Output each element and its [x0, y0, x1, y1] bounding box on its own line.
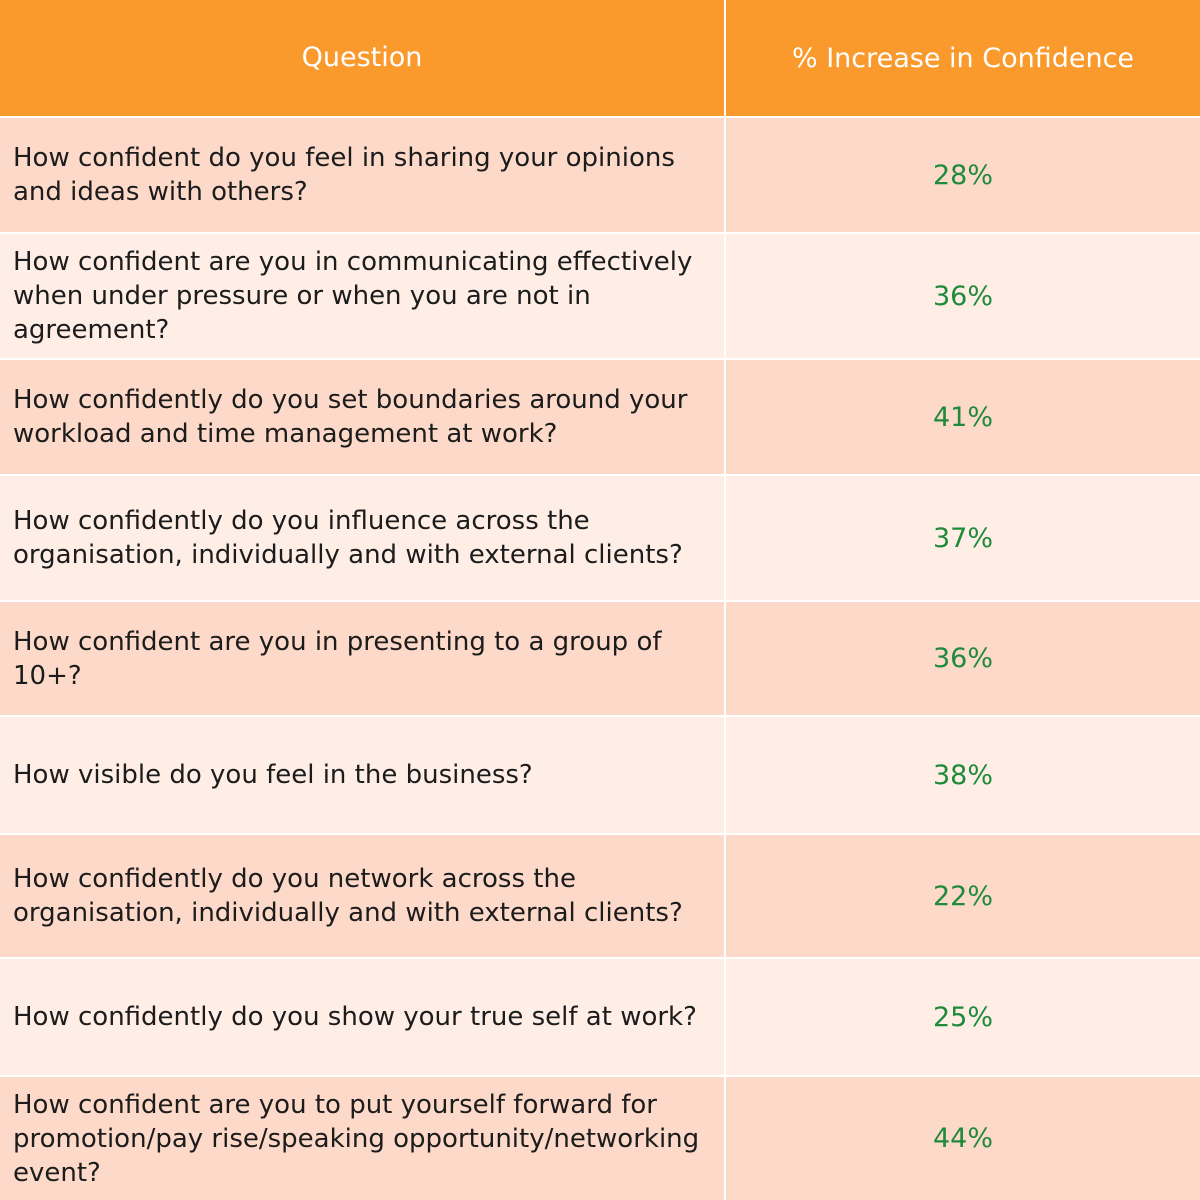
- question-cell: How confident are you to put yourself fo…: [0, 1077, 724, 1200]
- question-cell: How confidently do you show your true se…: [0, 959, 724, 1075]
- increase-cell: 37%: [724, 476, 1200, 600]
- question-cell: How confidently do you network across th…: [0, 835, 724, 957]
- increase-cell: 36%: [724, 234, 1200, 358]
- increase-cell: 38%: [724, 717, 1200, 833]
- table-row: How confidently do you influence across …: [0, 476, 1200, 600]
- question-cell: How confidently do you influence across …: [0, 476, 724, 600]
- header-question: Question: [0, 0, 724, 116]
- question-cell: How confident are you in communicating e…: [0, 234, 724, 358]
- table-row: How confidently do you set boundaries ar…: [0, 360, 1200, 474]
- question-cell: How confidently do you set boundaries ar…: [0, 360, 724, 474]
- table-row: How visible do you feel in the business?…: [0, 717, 1200, 833]
- table-row: How confident are you to put yourself fo…: [0, 1077, 1200, 1200]
- table-row: How confident do you feel in sharing you…: [0, 118, 1200, 232]
- table-row: How confidently do you show your true se…: [0, 959, 1200, 1075]
- increase-cell: 28%: [724, 118, 1200, 232]
- question-cell: How visible do you feel in the business?: [0, 717, 724, 833]
- increase-cell: 22%: [724, 835, 1200, 957]
- question-cell: How confident are you in presenting to a…: [0, 602, 724, 715]
- table-header-row: Question % Increase in Confidence: [0, 0, 1200, 116]
- increase-cell: 36%: [724, 602, 1200, 715]
- table-row: How confident are you in presenting to a…: [0, 602, 1200, 715]
- table-row: How confident are you in communicating e…: [0, 234, 1200, 358]
- increase-cell: 41%: [724, 360, 1200, 474]
- question-cell: How confident do you feel in sharing you…: [0, 118, 724, 232]
- table-row: How confidently do you network across th…: [0, 835, 1200, 957]
- increase-cell: 44%: [724, 1077, 1200, 1200]
- increase-cell: 25%: [724, 959, 1200, 1075]
- header-increase: % Increase in Confidence: [724, 0, 1200, 116]
